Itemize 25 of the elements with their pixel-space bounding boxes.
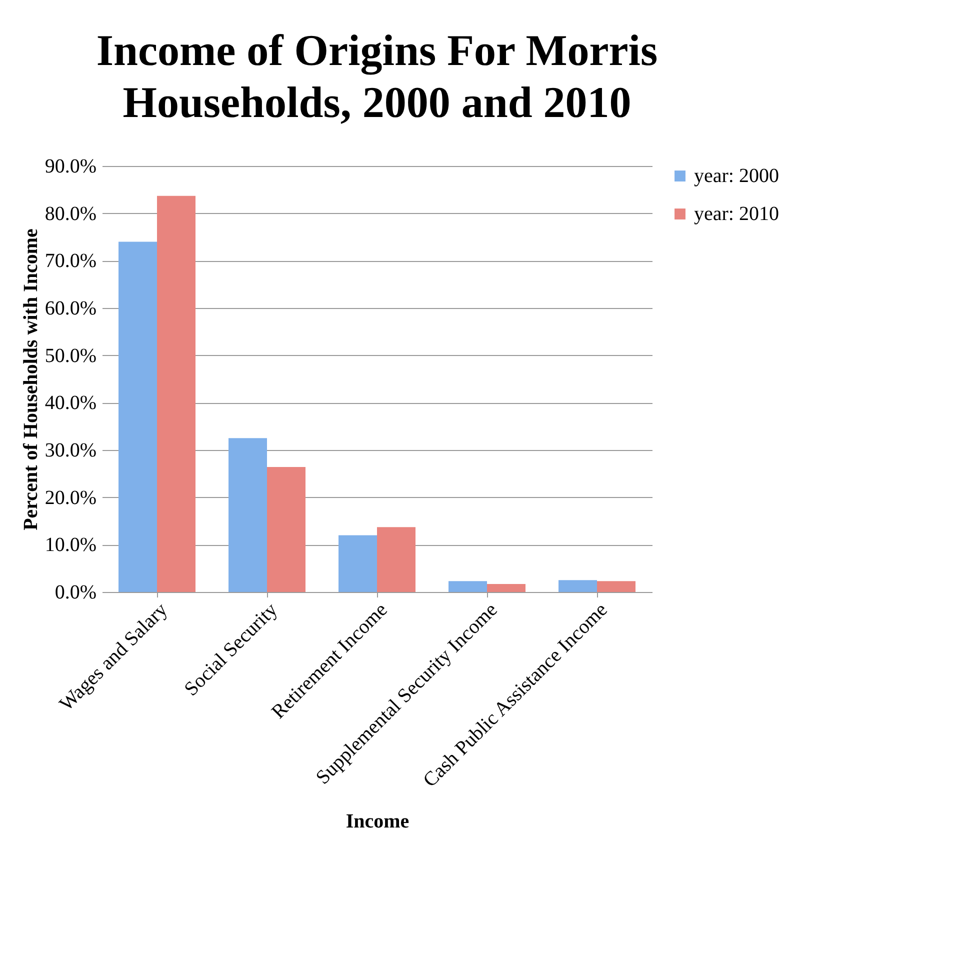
y-tick-label: 50.0% bbox=[44, 344, 96, 367]
y-tick-label: 90.0% bbox=[44, 156, 96, 178]
y-tick-label: 0.0% bbox=[54, 582, 96, 604]
bar bbox=[157, 196, 196, 592]
bar bbox=[487, 584, 526, 592]
y-tick-label: 40.0% bbox=[44, 392, 96, 414]
bar bbox=[558, 580, 597, 592]
bar bbox=[267, 467, 306, 592]
bar bbox=[597, 581, 636, 592]
x-axis-title: Income bbox=[346, 810, 410, 833]
y-tick-label: 70.0% bbox=[44, 250, 96, 272]
y-axis-title: Percent of Households with Income bbox=[20, 228, 42, 530]
y-tick-label: 80.0% bbox=[44, 202, 96, 225]
bar bbox=[377, 527, 416, 592]
legend-label: year: 2000 bbox=[694, 165, 779, 187]
y-tick-label: 30.0% bbox=[44, 440, 96, 462]
legend-label: year: 2010 bbox=[694, 203, 779, 225]
bar bbox=[338, 535, 377, 592]
bar bbox=[448, 581, 487, 592]
y-tick-label: 20.0% bbox=[44, 486, 96, 509]
chart-title: Income of Origins For Morris Households, 2000 and 2010 bbox=[96, 26, 658, 127]
y-tick-label: 10.0% bbox=[44, 534, 96, 556]
bar bbox=[228, 438, 267, 592]
y-tick-label: 60.0% bbox=[44, 298, 96, 320]
bar bbox=[118, 242, 157, 592]
